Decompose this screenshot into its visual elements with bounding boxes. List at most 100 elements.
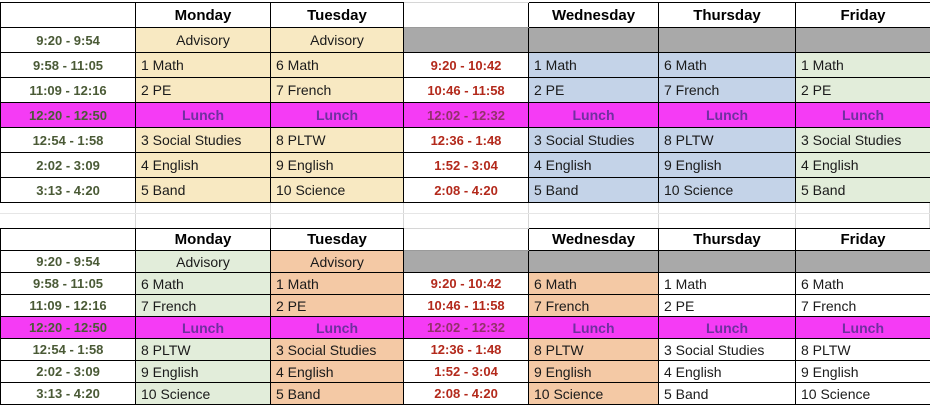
day-header-friday: Friday — [796, 3, 930, 28]
class-cell: Advisory — [271, 251, 404, 273]
class-cell: Advisory — [271, 28, 404, 53]
class-cell: 1 Math — [271, 273, 404, 295]
class-cell: 6 Math — [796, 273, 930, 295]
class-cell: 4 English — [796, 153, 930, 178]
class-cell: 9 English — [271, 153, 404, 178]
mid-time-cell: 12:36 - 1:48 — [404, 128, 529, 153]
mid-time-cell: 10:46 - 11:58 — [404, 78, 529, 103]
class-cell: 7 French — [659, 78, 796, 103]
class-cell: 1 Math — [529, 53, 659, 78]
class-cell: 1 Math — [659, 273, 796, 295]
header-row: Monday Tuesday Wednesday Thursday Friday — [1, 3, 930, 28]
class-cell: 8 PLTW — [796, 339, 930, 361]
period-row: 3:13 - 4:20 5 Band 10 Science 2:08 - 4:2… — [1, 178, 930, 203]
blocked-cell — [404, 251, 529, 273]
class-cell: Advisory — [136, 28, 271, 53]
mid-time-cell: 1:52 - 3:04 — [404, 153, 529, 178]
gridline — [658, 203, 659, 228]
blocked-cell — [796, 28, 930, 53]
lunch-cell: Lunch — [796, 103, 930, 128]
class-cell: 1 Math — [136, 53, 271, 78]
lunch-row: 12:20 - 12:50 Lunch Lunch 12:02 - 12:32 … — [1, 103, 930, 128]
class-cell: 8 PLTW — [529, 339, 659, 361]
time-range-cell: 3:13 - 4:20 — [1, 178, 136, 203]
period-row: 11:09 - 12:16 2 PE 7 French 10:46 - 11:5… — [1, 78, 930, 103]
class-cell: 2 PE — [529, 78, 659, 103]
blocked-cell — [659, 251, 796, 273]
class-cell: 4 English — [529, 153, 659, 178]
lunch-cell: Lunch — [529, 317, 659, 339]
class-cell: 6 Math — [271, 53, 404, 78]
day-header-friday: Friday — [796, 229, 930, 251]
day-header-thursday: Thursday — [659, 229, 796, 251]
class-cell: 7 French — [136, 295, 271, 317]
blocked-cell — [796, 251, 930, 273]
mid-time-cell: 2:08 - 4:20 — [404, 383, 529, 405]
class-cell: 3 Social Studies — [271, 339, 404, 361]
class-cell: 4 English — [659, 361, 796, 383]
mid-header-blank-cell — [404, 3, 529, 28]
mid-time-cell: 12:02 - 12:32 — [404, 317, 529, 339]
time-range-cell: 12:20 - 12:50 — [1, 317, 136, 339]
blocked-cell — [529, 28, 659, 53]
period-row: 2:02 - 3:09 9 English 4 English 1:52 - 3… — [1, 361, 930, 383]
day-header-monday: Monday — [136, 3, 271, 28]
class-cell: 10 Science — [271, 178, 404, 203]
class-cell: 9 English — [136, 361, 271, 383]
time-range-cell: 11:09 - 12:16 — [1, 295, 136, 317]
mid-time-cell: 2:08 - 4:20 — [404, 178, 529, 203]
mid-time-cell: 10:46 - 11:58 — [404, 295, 529, 317]
class-cell: 6 Math — [136, 273, 271, 295]
class-cell: Advisory — [136, 251, 271, 273]
period-row: 11:09 - 12:16 7 French 2 PE 10:46 - 11:5… — [1, 295, 930, 317]
day-header-wednesday: Wednesday — [529, 3, 659, 28]
period-row: 9:58 - 11:05 1 Math 6 Math 9:20 - 10:42 … — [1, 53, 930, 78]
blocked-cell — [659, 28, 796, 53]
schedule-table-week-b: Monday Tuesday Wednesday Thursday Friday… — [0, 228, 930, 405]
class-cell: 4 English — [271, 361, 404, 383]
class-cell: 8 PLTW — [136, 339, 271, 361]
class-cell: 5 Band — [271, 383, 404, 405]
advisory-row: 9:20 - 9:54 Advisory Advisory — [1, 28, 930, 53]
time-range-cell: 2:02 - 3:09 — [1, 153, 136, 178]
gridline — [270, 203, 271, 228]
gridline — [403, 203, 404, 228]
class-cell: 9 English — [659, 153, 796, 178]
period-row: 12:54 - 1:58 8 PLTW 3 Social Studies 12:… — [1, 339, 930, 361]
time-range-cell: 2:02 - 3:09 — [1, 361, 136, 383]
time-range-cell: 11:09 - 12:16 — [1, 78, 136, 103]
time-range-cell: 9:20 - 9:54 — [1, 251, 136, 273]
gridline — [135, 203, 136, 228]
advisory-row: 9:20 - 9:54 Advisory Advisory — [1, 251, 930, 273]
blocked-cell — [404, 28, 529, 53]
time-range-cell: 12:20 - 12:50 — [1, 103, 136, 128]
day-header-wednesday: Wednesday — [529, 229, 659, 251]
class-cell: 7 French — [529, 295, 659, 317]
class-cell: 5 Band — [659, 383, 796, 405]
period-row: 12:54 - 1:58 3 Social Studies 8 PLTW 12:… — [1, 128, 930, 153]
lunch-cell: Lunch — [659, 317, 796, 339]
class-cell: 7 French — [796, 295, 930, 317]
lunch-cell: Lunch — [796, 317, 930, 339]
mid-time-cell: 12:02 - 12:32 — [404, 103, 529, 128]
lunch-cell: Lunch — [529, 103, 659, 128]
time-range-cell: 9:20 - 9:54 — [1, 28, 136, 53]
class-cell: 6 Math — [659, 53, 796, 78]
class-cell: 5 Band — [796, 178, 930, 203]
class-cell: 9 English — [796, 361, 930, 383]
time-range-cell: 9:58 - 11:05 — [1, 273, 136, 295]
class-cell: 3 Social Studies — [796, 128, 930, 153]
lunch-cell: Lunch — [271, 317, 404, 339]
mid-time-cell: 12:36 - 1:48 — [404, 339, 529, 361]
blocked-cell — [529, 251, 659, 273]
lunch-cell: Lunch — [136, 103, 271, 128]
time-range-cell: 12:54 - 1:58 — [1, 128, 136, 153]
lunch-row: 12:20 - 12:50 Lunch Lunch 12:02 - 12:32 … — [1, 317, 930, 339]
schedule-table-week-a: Monday Tuesday Wednesday Thursday Friday… — [0, 2, 930, 203]
class-cell: 7 French — [271, 78, 404, 103]
mid-time-cell: 9:20 - 10:42 — [404, 273, 529, 295]
class-cell: 8 PLTW — [271, 128, 404, 153]
class-cell: 3 Social Studies — [529, 128, 659, 153]
class-cell: 2 PE — [659, 295, 796, 317]
